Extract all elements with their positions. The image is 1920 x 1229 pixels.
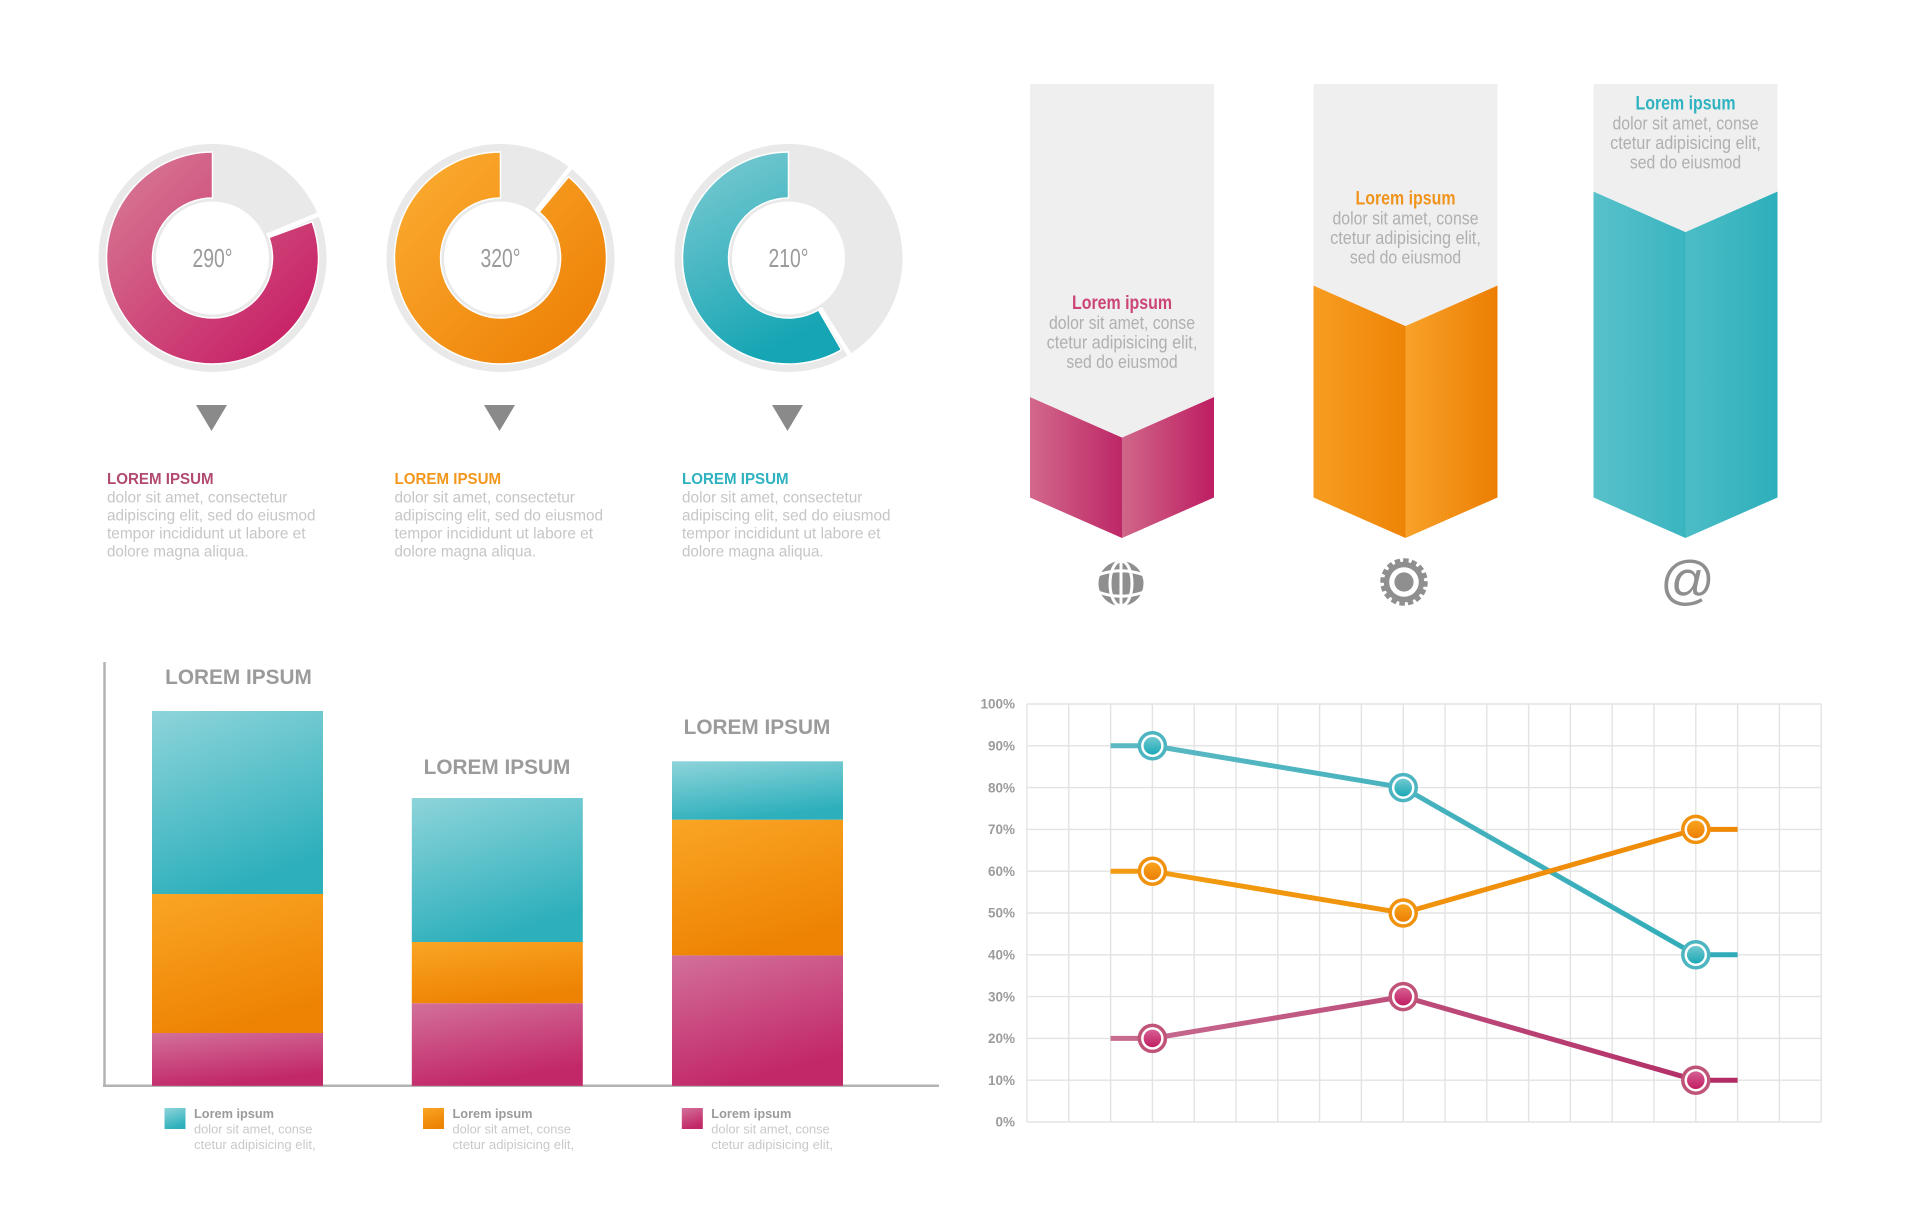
svg-text:sed do eiusmod: sed do eiusmod xyxy=(1066,351,1177,372)
svg-text:dolor sit amet, consectetur: dolor sit amet, consectetur xyxy=(682,490,863,507)
svg-text:LOREM IPSUM: LOREM IPSUM xyxy=(165,666,312,689)
svg-text:ctetur adipisicing elit,: ctetur adipisicing elit, xyxy=(194,1137,316,1152)
svg-text:20%: 20% xyxy=(988,1031,1015,1046)
svg-text:LOREM IPSUM: LOREM IPSUM xyxy=(424,756,571,779)
svg-text:Lorem ipsum: Lorem ipsum xyxy=(453,1106,533,1121)
svg-text:ctetur adipisicing elit,: ctetur adipisicing elit, xyxy=(1330,227,1481,248)
svg-text:@: @ xyxy=(1660,551,1715,611)
svg-text:Lorem ipsum: Lorem ipsum xyxy=(1636,94,1736,115)
svg-text:dolor sit amet, conse: dolor sit amet, conse xyxy=(194,1122,312,1137)
svg-text:dolor sit amet, consectetur: dolor sit amet, consectetur xyxy=(107,490,288,507)
svg-text:ctetur adipisicing elit,: ctetur adipisicing elit, xyxy=(1610,132,1761,153)
svg-text:LOREM IPSUM: LOREM IPSUM xyxy=(395,471,502,488)
svg-text:dolor sit amet, conse: dolor sit amet, conse xyxy=(453,1122,571,1137)
svg-text:50%: 50% xyxy=(988,906,1015,921)
svg-text:10%: 10% xyxy=(988,1073,1015,1088)
svg-text:dolor sit amet, consectetur: dolor sit amet, consectetur xyxy=(395,490,576,507)
svg-text:dolore magna aliqua.: dolore magna aliqua. xyxy=(395,544,537,561)
svg-text:210°: 210° xyxy=(769,243,809,273)
svg-text:290°: 290° xyxy=(193,243,233,273)
svg-text:dolor sit amet, conse: dolor sit amet, conse xyxy=(1613,112,1759,133)
svg-text:30%: 30% xyxy=(988,989,1015,1004)
svg-text:dolore magna aliqua.: dolore magna aliqua. xyxy=(107,544,249,561)
svg-text:Lorem ipsum: Lorem ipsum xyxy=(711,1106,791,1121)
svg-text:tempor incididunt ut labore et: tempor incididunt ut labore et xyxy=(395,526,594,543)
svg-text:70%: 70% xyxy=(988,822,1015,837)
svg-text:320°: 320° xyxy=(481,243,521,273)
svg-text:dolor sit amet, conse: dolor sit amet, conse xyxy=(711,1122,829,1137)
svg-text:tempor incididunt ut labore et: tempor incididunt ut labore et xyxy=(107,526,306,543)
svg-text:100%: 100% xyxy=(980,697,1015,712)
svg-text:90%: 90% xyxy=(988,739,1015,754)
svg-text:tempor incididunt ut labore et: tempor incididunt ut labore et xyxy=(682,526,881,543)
svg-text:LOREM IPSUM: LOREM IPSUM xyxy=(684,716,831,739)
svg-text:ctetur adipisicing elit,: ctetur adipisicing elit, xyxy=(711,1137,833,1152)
svg-text:dolor sit amet, conse: dolor sit amet, conse xyxy=(1333,207,1479,228)
svg-text:sed do eiusmod: sed do eiusmod xyxy=(1630,152,1741,173)
svg-text:LOREM IPSUM: LOREM IPSUM xyxy=(107,471,214,488)
svg-text:LOREM IPSUM: LOREM IPSUM xyxy=(682,471,789,488)
svg-text:sed do eiusmod: sed do eiusmod xyxy=(1350,247,1461,268)
svg-text:dolore magna aliqua.: dolore magna aliqua. xyxy=(682,544,824,561)
svg-text:Lorem ipsum: Lorem ipsum xyxy=(194,1106,274,1121)
svg-text:dolor sit amet, conse: dolor sit amet, conse xyxy=(1049,312,1195,333)
svg-text:60%: 60% xyxy=(988,864,1015,879)
svg-text:adipiscing elit, sed do eiusmo: adipiscing elit, sed do eiusmod xyxy=(395,508,604,525)
svg-text:80%: 80% xyxy=(988,780,1015,795)
svg-text:ctetur adipisicing elit,: ctetur adipisicing elit, xyxy=(1047,331,1198,352)
svg-text:Lorem ipsum: Lorem ipsum xyxy=(1072,293,1172,314)
svg-text:adipiscing elit, sed do eiusmo: adipiscing elit, sed do eiusmod xyxy=(107,508,316,525)
svg-text:adipiscing elit, sed do eiusmo: adipiscing elit, sed do eiusmod xyxy=(682,508,891,525)
svg-text:Lorem ipsum: Lorem ipsum xyxy=(1356,189,1456,210)
svg-text:ctetur adipisicing elit,: ctetur adipisicing elit, xyxy=(453,1137,575,1152)
svg-text:40%: 40% xyxy=(988,948,1015,963)
svg-text:0%: 0% xyxy=(995,1115,1015,1130)
